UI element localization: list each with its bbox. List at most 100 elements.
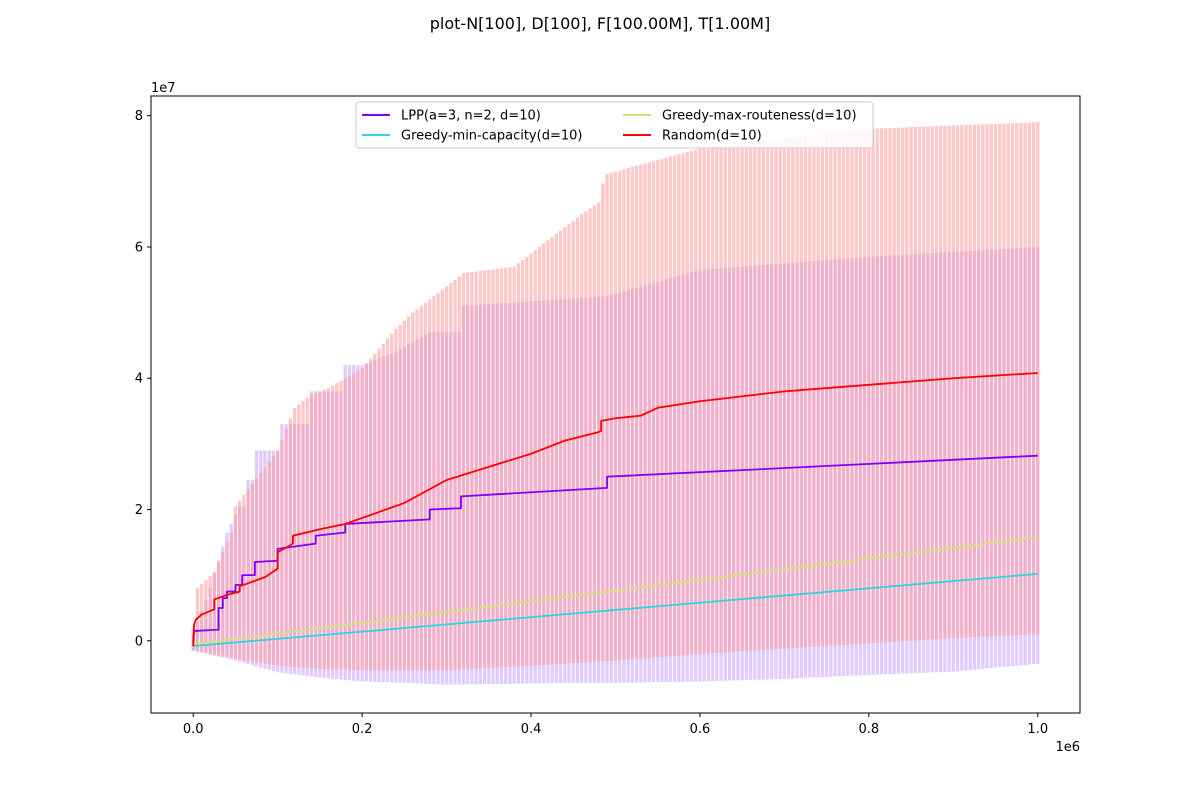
error-bar — [605, 173, 609, 662]
error-bar — [934, 126, 939, 640]
error-bar — [233, 506, 238, 659]
x-tick-label: 0.8 — [859, 722, 880, 737]
error-bar — [491, 269, 495, 668]
error-bar — [225, 542, 229, 657]
error-bar — [803, 136, 808, 648]
error-bar — [411, 312, 415, 671]
error-bar — [1036, 122, 1040, 635]
error-bar — [525, 256, 529, 666]
error-bar — [546, 240, 550, 665]
error-bar — [508, 267, 512, 667]
error-bar — [1019, 122, 1023, 636]
error-bar — [926, 126, 930, 640]
error-bar — [888, 127, 892, 643]
plot-frame — [150, 95, 1081, 714]
x-axis: 0.0 0.2 0.4 0.6 0.8 1.0 — [183, 713, 1048, 737]
error-bar — [626, 168, 630, 660]
legend-label: LPP(a=3, n=2, d=10) — [401, 109, 541, 124]
series-line-0 — [192, 454, 1038, 641]
y-tick-label: 8 — [135, 109, 143, 124]
error-bar — [575, 217, 580, 663]
error-bar — [774, 139, 778, 650]
error-bar — [922, 126, 926, 641]
legend-label: Random(d=10) — [662, 129, 762, 144]
error-bar — [499, 268, 504, 668]
error-bar — [993, 123, 998, 637]
error-bar — [782, 138, 787, 649]
error-bar — [841, 131, 846, 645]
error-bar — [204, 580, 208, 654]
error-bar — [470, 272, 474, 669]
error-bar — [744, 143, 749, 652]
error-bar — [520, 260, 525, 667]
y-tick-label: 0 — [135, 634, 143, 649]
error-bar — [1006, 123, 1010, 636]
error-bar — [977, 124, 981, 637]
error-bar — [837, 132, 841, 646]
error-bar — [820, 134, 825, 647]
y-offset-label: 1e7 — [151, 81, 176, 96]
error-bar — [415, 309, 419, 671]
error-bar — [584, 211, 588, 663]
error-bar — [195, 588, 200, 652]
error-bar — [634, 165, 639, 659]
error-bar — [377, 348, 381, 671]
error-bar — [554, 233, 559, 665]
error-bar — [939, 126, 943, 639]
error-bar — [263, 467, 267, 664]
error-bar — [504, 267, 508, 668]
error-bar — [905, 127, 909, 642]
error-bar — [394, 329, 398, 671]
error-bar — [385, 338, 390, 671]
y-axis: 0 2 4 6 8 — [135, 109, 151, 649]
error-bar — [753, 142, 757, 651]
error-bar — [457, 276, 461, 670]
error-bar — [567, 223, 571, 664]
error-bar — [449, 283, 453, 671]
x-tick-label: 0.4 — [521, 722, 542, 737]
error-bar — [381, 343, 385, 671]
error-bar — [639, 164, 643, 659]
error-bar — [318, 391, 322, 670]
error-bar — [466, 272, 470, 670]
error-bar — [254, 478, 259, 663]
error-bar — [461, 273, 466, 670]
error-bar — [740, 143, 744, 652]
error-bar — [322, 389, 326, 670]
series-line-3 — [192, 372, 1038, 647]
error-bar — [896, 127, 901, 642]
error-bar — [250, 483, 254, 662]
error-bar — [943, 125, 947, 639]
y-tick-label: 6 — [135, 240, 143, 255]
error-bar — [947, 125, 951, 639]
series-lines — [192, 372, 1038, 647]
error-bar — [571, 220, 575, 664]
error-bar — [563, 227, 567, 664]
error-bar — [601, 183, 605, 662]
error-bar — [875, 128, 879, 643]
error-bar — [356, 370, 360, 671]
error-bar — [613, 171, 618, 661]
error-bar — [1010, 123, 1015, 636]
error-bar — [630, 166, 635, 660]
error-bar — [812, 135, 816, 647]
error-bar — [487, 269, 491, 669]
error-bar — [288, 418, 292, 667]
error-bar — [292, 407, 297, 668]
error-bar — [440, 289, 445, 671]
error-bar — [529, 253, 533, 666]
series-line-1 — [193, 572, 1038, 647]
series-line-2 — [193, 536, 1038, 645]
error-bar — [1015, 123, 1019, 636]
error-bar — [1027, 122, 1031, 635]
error-bar — [558, 230, 563, 664]
x-tick-label: 0.0 — [183, 722, 204, 737]
legend: LPP(a=3, n=2, d=10) Greedy-min-capacity(d… — [355, 101, 874, 149]
error-bar — [748, 142, 753, 651]
error-bar — [326, 388, 331, 670]
error-bar — [495, 268, 499, 668]
error-bar — [267, 461, 271, 665]
error-bar — [1023, 122, 1027, 635]
x-tick-label: 1.0 — [1027, 722, 1048, 737]
